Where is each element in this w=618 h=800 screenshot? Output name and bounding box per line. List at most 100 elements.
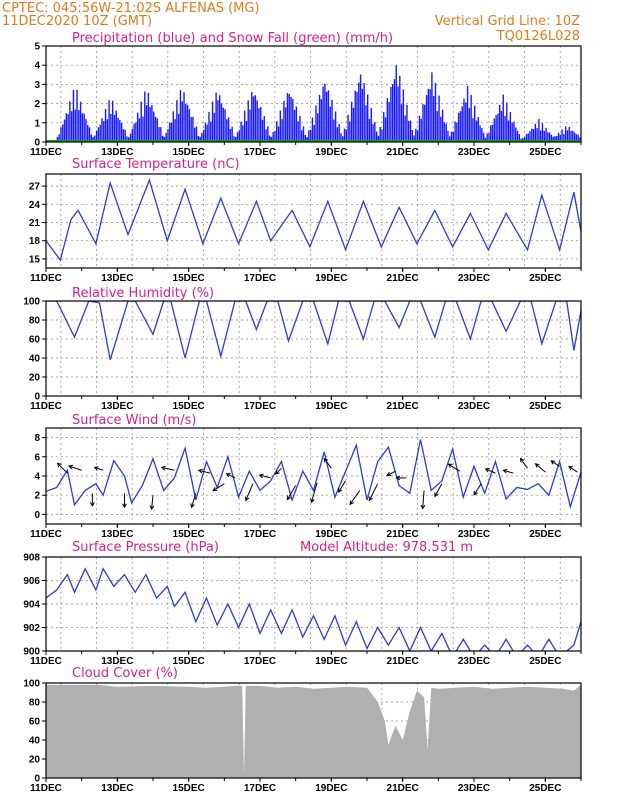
series-line-temperature [46, 178, 581, 262]
precip-bar [557, 132, 560, 142]
precip-bar [111, 100, 114, 142]
precip-bar [559, 134, 562, 142]
xtick-label: 19DEC [315, 656, 347, 667]
panel-temperature: 15 18 21 24 27 11DEC 13DEC 15DEC 17DEC 19DEC 21DEC… [29, 157, 582, 284]
precip-bar [481, 127, 483, 142]
precip-bar [72, 89, 75, 142]
precip-bar [325, 91, 328, 142]
precip-bar [62, 124, 64, 142]
precip-bar [309, 129, 312, 142]
precip-bar [297, 121, 299, 142]
wind-arrow-head [93, 466, 99, 471]
precip-bar [465, 102, 467, 142]
precip-bar [242, 125, 244, 142]
wind-arrow-head [568, 466, 574, 471]
precip-bar [147, 92, 150, 142]
precip-bar [283, 100, 285, 142]
precip-bar [217, 100, 219, 142]
wind-arrow [161, 466, 175, 471]
precip-bar [69, 101, 71, 142]
header-station: CPTEC: 045:56W-21:02S ALFENAS (MG) [2, 1, 260, 16]
precip-bar [185, 103, 187, 142]
series-line-wind [46, 439, 581, 510]
series-line-pressure [46, 567, 581, 651]
precip-bar [138, 118, 141, 142]
precip-bar [265, 129, 267, 142]
series-humidity [46, 301, 581, 361]
wind-arrow [520, 458, 528, 469]
precip-bar [190, 117, 192, 142]
precip-bar [450, 131, 453, 142]
precip-bar [434, 82, 437, 142]
ytick-label: 2 [34, 99, 40, 110]
precip-bar [238, 130, 241, 142]
wind-arrow [57, 462, 68, 474]
precip-bar [575, 134, 578, 142]
wind-arrow-head [338, 487, 343, 493]
ytick-label: 24 [29, 200, 41, 211]
xtick-label: 23DEC [458, 147, 490, 158]
precip-bar [397, 86, 399, 142]
wind-arrow-head [434, 492, 439, 498]
ytick-label: 15 [29, 254, 41, 265]
precip-bar [568, 126, 570, 142]
xtick-label: 17DEC [244, 147, 276, 158]
precip-bar [74, 109, 76, 142]
plot-frame-humidity [45, 300, 582, 397]
precip-bar [506, 102, 508, 142]
precip-bar [108, 100, 110, 142]
precip-bar [399, 75, 401, 142]
wind-arrow [212, 483, 225, 492]
panel-title-humidity: Relative Humidity (%) [72, 286, 214, 301]
precip-bar [218, 95, 221, 142]
series-temperature [46, 178, 581, 262]
precip-bar [577, 134, 579, 142]
precip-bar [490, 125, 492, 142]
precip-bar [151, 105, 153, 142]
precip-bar [202, 129, 205, 142]
precip-bar [474, 105, 476, 142]
precip-bar [194, 127, 196, 142]
precip-bar [564, 126, 567, 142]
ytick-label: 908 [23, 553, 40, 564]
precip-bar [122, 128, 125, 142]
ytick-label: 60 [29, 335, 41, 346]
precip-bar [302, 126, 305, 142]
wind-arrow [535, 463, 546, 473]
precip-bar [167, 128, 169, 142]
precip-bar [531, 128, 533, 142]
precip-bar [347, 114, 349, 142]
precip-bar [500, 110, 503, 142]
precip-bar [482, 132, 485, 142]
precip-bar [585, 140, 586, 142]
xtick-label: 21DEC [387, 529, 419, 540]
wind-arrow-head [323, 457, 329, 463]
xtick-label: 25DEC [529, 401, 561, 412]
ytick-label: 80 [29, 698, 41, 709]
precip-bar [154, 116, 157, 142]
precip-bar [529, 131, 531, 142]
precip-bar [413, 137, 415, 142]
ytick-label: 20 [29, 373, 41, 384]
xtick-label: 15DEC [173, 656, 205, 667]
precip-bar [235, 137, 237, 142]
precip-bar [301, 130, 303, 142]
precip-bar [78, 110, 80, 142]
wind-arrow [434, 483, 443, 497]
precip-bar [256, 100, 258, 142]
precip-bar [70, 111, 73, 142]
precip-bar [311, 117, 314, 142]
precip-bar [391, 84, 394, 142]
precip-bar [345, 129, 348, 142]
precip-bar [336, 127, 339, 142]
precip-bar [411, 129, 413, 142]
precip-bar [156, 118, 158, 142]
precip-bar [222, 107, 224, 142]
precip-bar [158, 127, 160, 142]
precip-bar [320, 99, 323, 142]
precip-bar [379, 127, 381, 142]
precip-bar [267, 126, 269, 142]
precip-bar [58, 134, 60, 142]
precip-bar [393, 79, 396, 142]
xtick-label: 17DEC [244, 401, 276, 412]
